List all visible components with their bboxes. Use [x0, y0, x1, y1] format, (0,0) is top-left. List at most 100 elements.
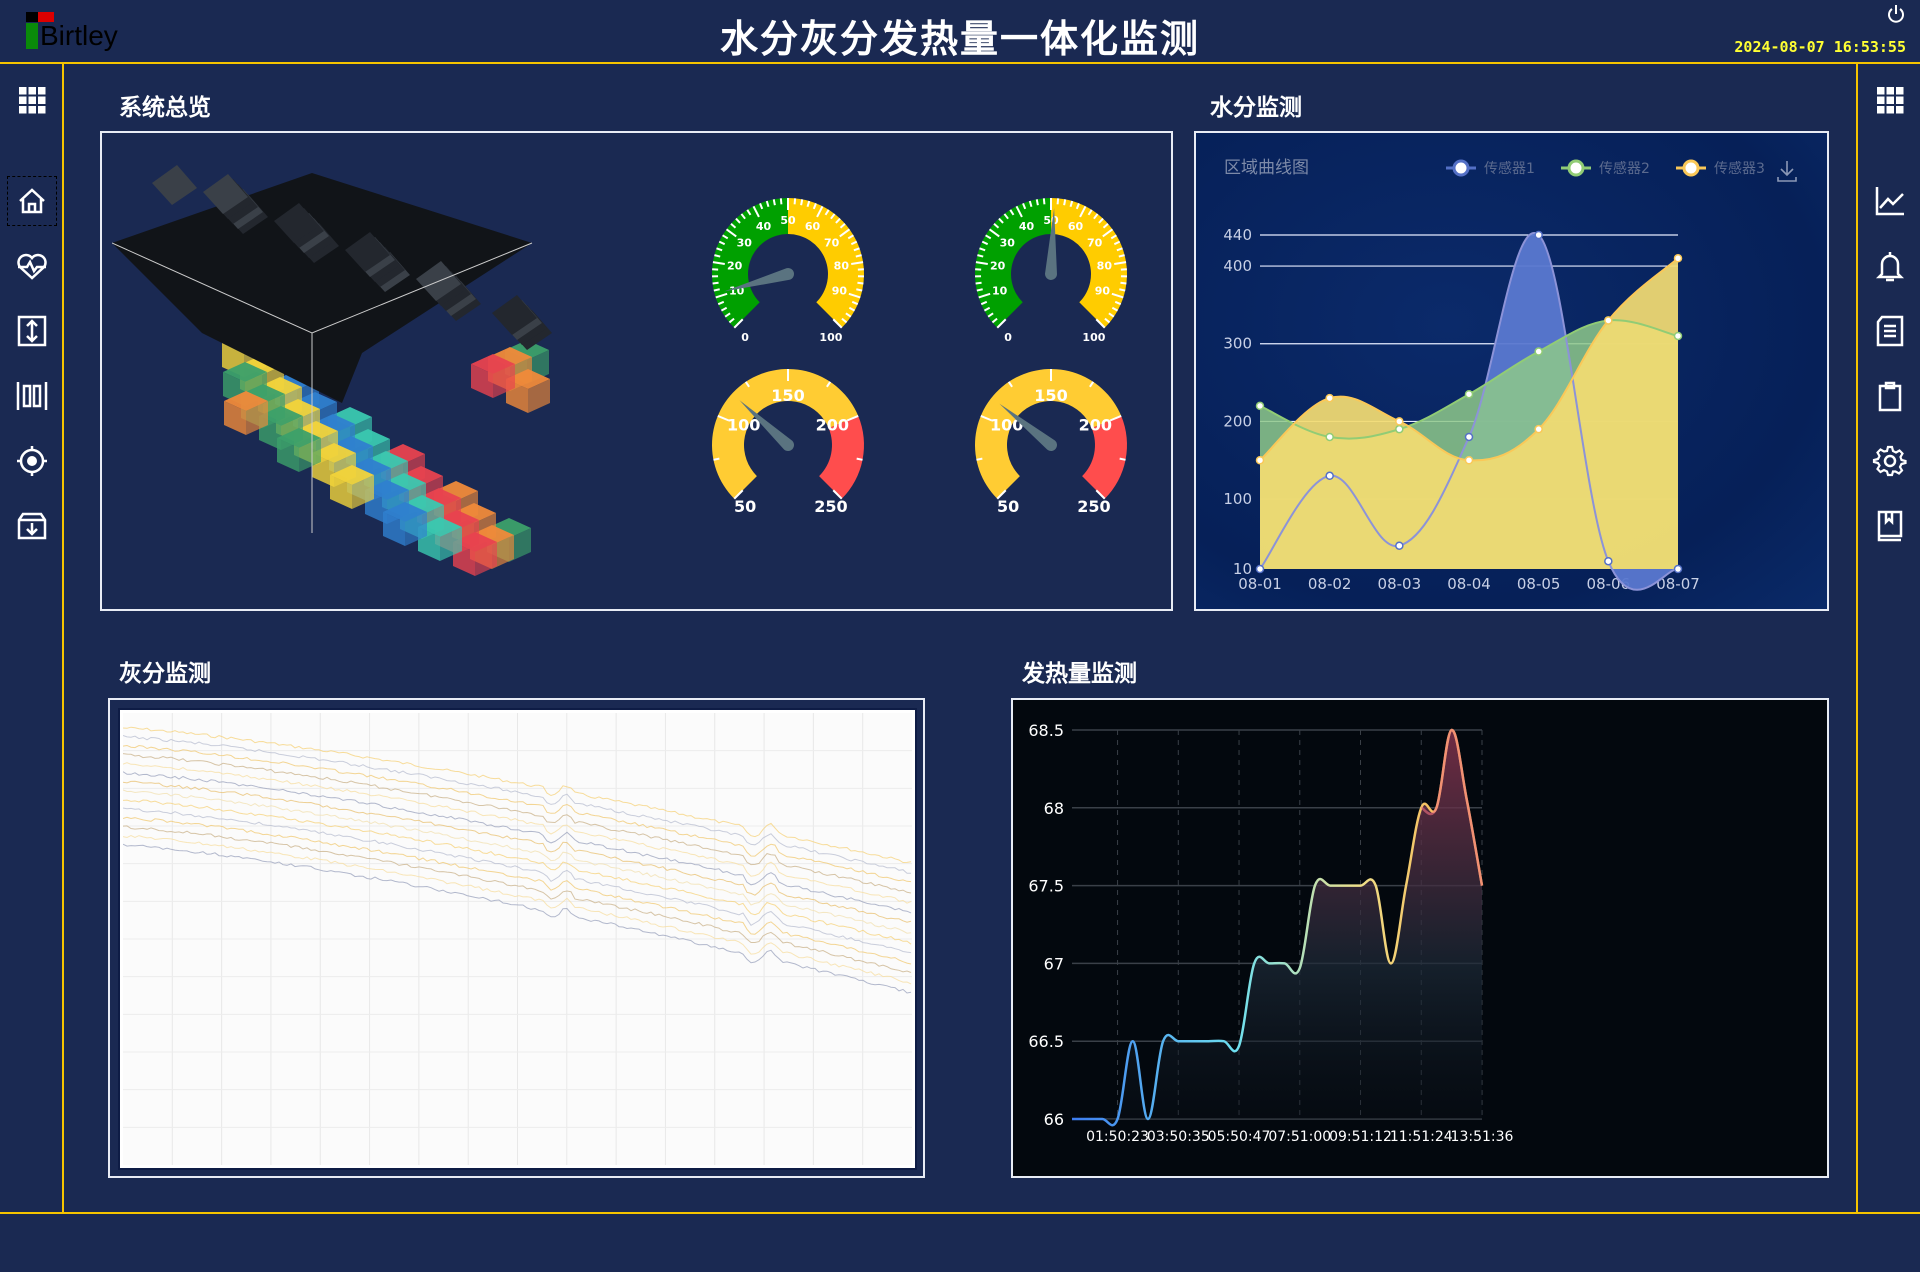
legend-item[interactable]: 传感器2 — [1561, 159, 1650, 177]
power-icon[interactable] — [1886, 4, 1906, 24]
x-tick-label: 05:50:47 — [1208, 1129, 1271, 1145]
gauge-tick — [744, 381, 750, 388]
coal-lump — [345, 232, 390, 272]
header: Birtley 水分灰分发热量一体化监测 2024-08-07 16:53:55 — [0, 0, 1920, 64]
left-nav-grid-button[interactable] — [14, 82, 50, 118]
gauge-tick — [713, 457, 720, 461]
gauge-band — [712, 368, 859, 499]
gauge-tick — [1003, 213, 1009, 220]
gauge-tick — [848, 292, 861, 299]
data-point — [1673, 254, 1683, 263]
ash-series-line — [122, 771, 912, 914]
y-tick-label: 100 — [1223, 490, 1252, 508]
x-tick-label: 08-07 — [1656, 575, 1700, 593]
coal-pile — [112, 173, 532, 403]
gauge-tick — [979, 247, 986, 252]
gauge-tick-label: 70 — [1087, 236, 1103, 249]
left-nav-vertical-resize-button[interactable] — [14, 313, 50, 349]
gauge-tick — [980, 414, 993, 422]
gauge-tick — [722, 234, 729, 240]
gauge-tick — [1087, 209, 1093, 216]
gauge-tick-label: 250 — [1077, 497, 1110, 516]
right-nav-line-chart-button[interactable] — [1872, 183, 1908, 219]
gauge: 50 100 150 200 250 — [712, 368, 864, 516]
data-point — [1464, 389, 1474, 399]
series-line-1 — [1259, 231, 1679, 591]
legend-item[interactable]: 传感器1 — [1446, 159, 1535, 177]
section-title-ash: 灰分监测 — [119, 661, 211, 687]
gauge-tick-label: 90 — [832, 285, 848, 298]
gauge-tick — [853, 247, 860, 252]
left-nav-columns-button[interactable] — [14, 378, 50, 414]
gauge-tick — [850, 240, 858, 246]
gauge-tick — [830, 213, 836, 220]
gauge-tick-label: 50 — [1043, 214, 1059, 227]
x-tick-label: 01:50:23 — [1086, 1129, 1149, 1145]
x-tick-label: 08-01 — [1238, 575, 1282, 593]
gauge: 50 100 150 200 250 — [975, 369, 1127, 516]
right-nav-bell-button[interactable] — [1872, 248, 1908, 284]
left-nav-heartbeat-button[interactable] — [14, 248, 50, 284]
gauge-tick-label: 80 — [834, 260, 850, 273]
moisture-panel: 区域曲线图 传感器1 传感器2 传感器3 10 100 200 300 400 440 08-0… — [1194, 131, 1829, 611]
data-point — [1255, 564, 1265, 574]
gauge-tick — [1015, 205, 1023, 218]
data-point — [1325, 471, 1334, 481]
right-nav-clipboard-button[interactable] — [1872, 378, 1908, 414]
logo-text: Birtley — [40, 20, 118, 51]
gauge-tick — [988, 228, 1000, 238]
line-chart-icon — [1875, 187, 1904, 216]
right-nav-book-button[interactable] — [1872, 508, 1908, 544]
gauge-tick-label: 200 — [816, 416, 849, 435]
gauge-band — [711, 198, 788, 328]
left-sidebar — [0, 64, 64, 1212]
gauge-tick — [998, 217, 1004, 224]
gauge-tick-label: 100 — [990, 416, 1023, 435]
gauge-tick-label: 40 — [1019, 220, 1035, 233]
bell-icon — [1875, 252, 1905, 282]
x-tick-label: 11:51:24 — [1390, 1129, 1453, 1145]
gauge-tick — [1104, 317, 1111, 324]
left-nav-archive-download-button[interactable] — [14, 508, 50, 544]
gauge-tick — [846, 414, 859, 422]
logo: Birtley — [26, 12, 156, 52]
left-nav-target-button[interactable] — [14, 443, 50, 479]
left-nav-home-button[interactable] — [7, 176, 57, 226]
gauge-tick — [845, 312, 852, 318]
grid-icon — [19, 87, 46, 114]
overview-panel: 0 10 20 30 40 50 60 70 80 90 100 0 10 20 30 40 50 60 70 80 9… — [100, 131, 1173, 611]
gauge-tick — [772, 199, 776, 206]
right-nav-gear-button[interactable] — [1872, 443, 1908, 479]
gauge-tick — [855, 254, 862, 258]
legend-label: 传感器3 — [1714, 160, 1765, 177]
x-tick-label: 03:50:35 — [1147, 1129, 1210, 1145]
x-tick-label: 07:51:00 — [1268, 1129, 1331, 1145]
gauge-tick — [839, 222, 846, 229]
gauge-tick — [832, 489, 843, 500]
download-icon[interactable] — [1777, 161, 1797, 182]
legend-item[interactable]: 传感器3 — [1676, 159, 1765, 177]
footer-divider — [0, 1212, 1920, 1214]
ash-series-line — [122, 789, 912, 934]
gauge-tick — [1095, 489, 1106, 500]
heat-line-chart: 66 66.5 67 67.5 68 68.5 01:50:2303:50:3505:50:… — [1028, 721, 1513, 1145]
gauge-tick — [975, 261, 988, 265]
gauge-tick — [1069, 200, 1074, 208]
legend-label: 传感器1 — [1484, 160, 1535, 177]
y-tick-label: 66 — [1044, 1110, 1064, 1129]
gauge-tick — [740, 213, 746, 220]
gauge-tick — [735, 217, 741, 224]
gauge-tick — [1110, 234, 1117, 240]
gauge-tick — [1093, 213, 1099, 220]
ash-series-line — [122, 843, 912, 994]
right-nav-document-button[interactable] — [1872, 313, 1908, 349]
data-point — [1534, 230, 1543, 240]
gauge-tick — [835, 217, 841, 224]
gauge-tick — [1119, 457, 1126, 461]
gauge-tick — [851, 261, 864, 265]
gauge-tick — [856, 288, 863, 292]
gauge-tick — [746, 209, 752, 216]
right-nav-grid-button[interactable] — [1872, 82, 1908, 118]
y-tick-label: 400 — [1223, 257, 1252, 275]
